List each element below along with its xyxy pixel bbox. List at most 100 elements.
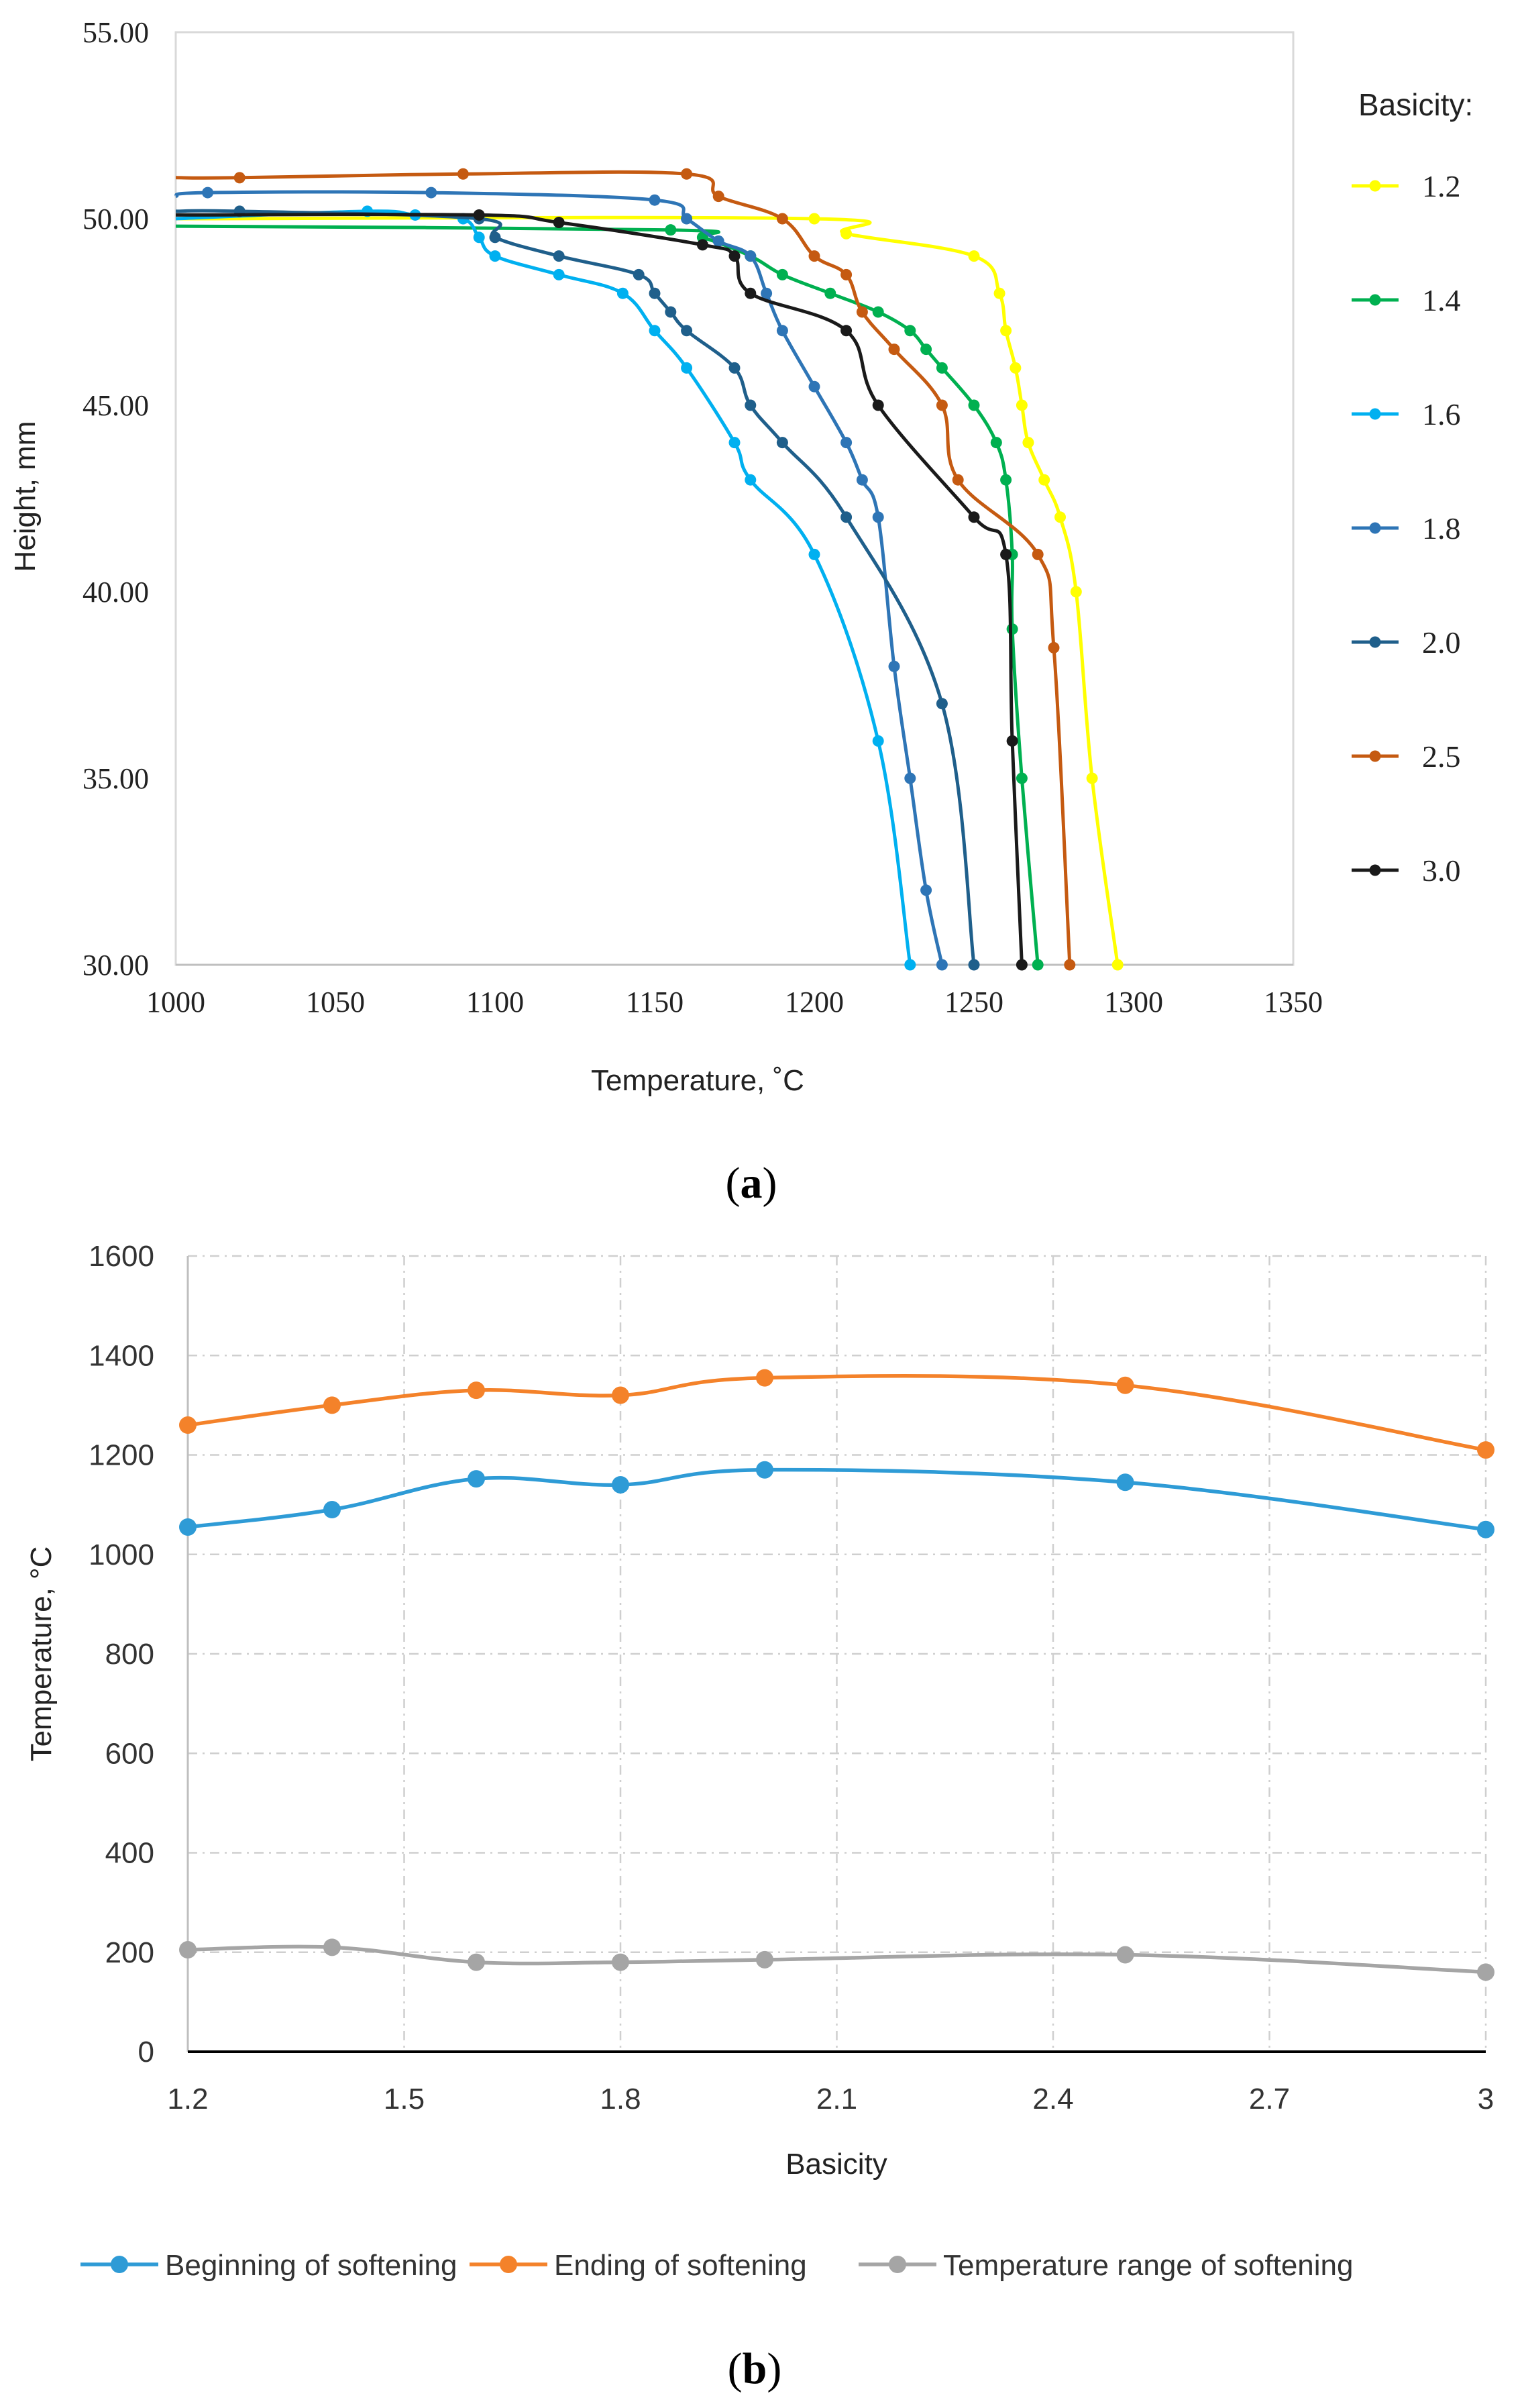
data-point [968, 250, 980, 262]
y-tick-label-a: 30.00 [83, 949, 149, 982]
legend-label: 1.4 [1422, 283, 1461, 317]
y-tick-label-b: 1600 [89, 1240, 154, 1273]
data-point [1006, 623, 1018, 635]
data-point [1477, 1520, 1494, 1538]
data-point [761, 287, 773, 299]
data-point [888, 344, 900, 356]
data-point [872, 735, 884, 747]
data-point [808, 548, 820, 560]
data-point [936, 399, 948, 411]
series-line [187, 1467, 1486, 1532]
y-tick-label-b: 1000 [89, 1538, 154, 1571]
legend-label: 1.6 [1422, 397, 1461, 431]
data-point [323, 1938, 341, 1956]
x-axis-label-b: Basicity [785, 2148, 887, 2181]
legend-label: 2.5 [1422, 739, 1461, 774]
legend-item-a: 2.5 [1352, 739, 1461, 774]
data-point [920, 344, 932, 356]
data-point [808, 380, 820, 392]
data-point [936, 362, 948, 374]
data-point [840, 325, 853, 337]
data-point [968, 511, 980, 523]
data-point [936, 959, 948, 971]
data-point [840, 268, 853, 280]
series-b-1 [179, 1461, 1494, 1538]
data-point [745, 250, 757, 262]
data-point [179, 1416, 197, 1434]
legend-swatch-marker [1369, 522, 1381, 534]
data-point [1006, 735, 1018, 747]
data-point [712, 191, 724, 203]
x-tick-label-b: 3 [1478, 2083, 1494, 2115]
legend-item-b: Temperature range of softening [859, 2249, 1354, 2282]
x-tick-label-b: 2.1 [816, 2083, 857, 2115]
data-point [179, 1941, 197, 1959]
data-point [756, 1369, 773, 1387]
legend-item-b: Ending of softening [470, 2249, 807, 2282]
legend-item-a: 1.8 [1352, 511, 1461, 545]
data-point [553, 217, 565, 229]
data-point [681, 213, 693, 225]
data-point [904, 325, 916, 337]
legend-item-b: Beginning of softening [80, 2249, 457, 2282]
series-line [175, 213, 1024, 965]
series-a-1-2 [175, 213, 1124, 971]
legend-swatch-marker [1369, 180, 1381, 192]
data-point [856, 306, 868, 318]
data-point [745, 399, 757, 411]
data-point [553, 250, 565, 262]
legend-label: Temperature range of softening [943, 2249, 1354, 2282]
data-point [888, 660, 900, 672]
data-point [612, 1953, 629, 1971]
series-b-3 [179, 1938, 1494, 1981]
y-axis-label-b: Temperature, °C [25, 1547, 58, 1762]
data-point [489, 231, 501, 244]
data-point [872, 399, 884, 411]
legend-swatch-marker [1369, 750, 1381, 762]
data-point [468, 1953, 485, 1971]
data-point [179, 1518, 197, 1536]
legend-item-a: 1.4 [1352, 283, 1461, 317]
x-tick-label-a: 1100 [466, 986, 524, 1018]
y-tick-label-b: 600 [105, 1737, 154, 1770]
data-point [808, 250, 820, 262]
data-point [728, 437, 741, 449]
y-tick-label-a: 50.00 [83, 203, 149, 235]
series-line [187, 1374, 1486, 1452]
data-point [425, 187, 437, 199]
series-b-2 [179, 1369, 1494, 1459]
data-point [612, 1475, 629, 1494]
x-tick-label-b: 1.2 [167, 2083, 208, 2115]
data-point [696, 239, 708, 251]
x-tick-label-a: 1200 [785, 986, 844, 1018]
data-point [1032, 959, 1044, 971]
data-point [1000, 548, 1012, 560]
x-tick-label-a: 1150 [626, 986, 684, 1018]
data-point [468, 1381, 485, 1400]
data-point [1477, 1441, 1494, 1459]
y-axis-label-a: Height, mm [9, 421, 42, 572]
x-tick-label-b: 2.4 [1032, 2083, 1073, 2115]
data-point [1016, 772, 1028, 784]
data-point [968, 959, 980, 971]
y-tick-label-b: 400 [105, 1837, 154, 1870]
data-point [904, 959, 916, 971]
data-point [633, 268, 645, 280]
y-tick-label-b: 1400 [89, 1339, 154, 1372]
data-point [1054, 511, 1067, 523]
legend-label: 1.8 [1422, 511, 1461, 545]
legend-item-a: 1.6 [1352, 397, 1461, 431]
data-point [1000, 474, 1012, 486]
chart-b: 1.2 1.5 1.8 2.1 2.4 2.7 3 0 200 400 600 800 1000 120… [25, 1240, 1494, 2393]
data-point [489, 250, 501, 262]
data-point [473, 209, 485, 221]
legend-item-a: 1.2 [1352, 169, 1461, 203]
data-point [712, 235, 724, 247]
legend-swatch-marker [1369, 636, 1381, 648]
data-point [1016, 399, 1028, 411]
data-point [233, 172, 246, 184]
data-point [323, 1396, 341, 1414]
panel-label-b-letter: b [743, 2344, 767, 2393]
legend-label: Ending of softening [554, 2249, 807, 2282]
